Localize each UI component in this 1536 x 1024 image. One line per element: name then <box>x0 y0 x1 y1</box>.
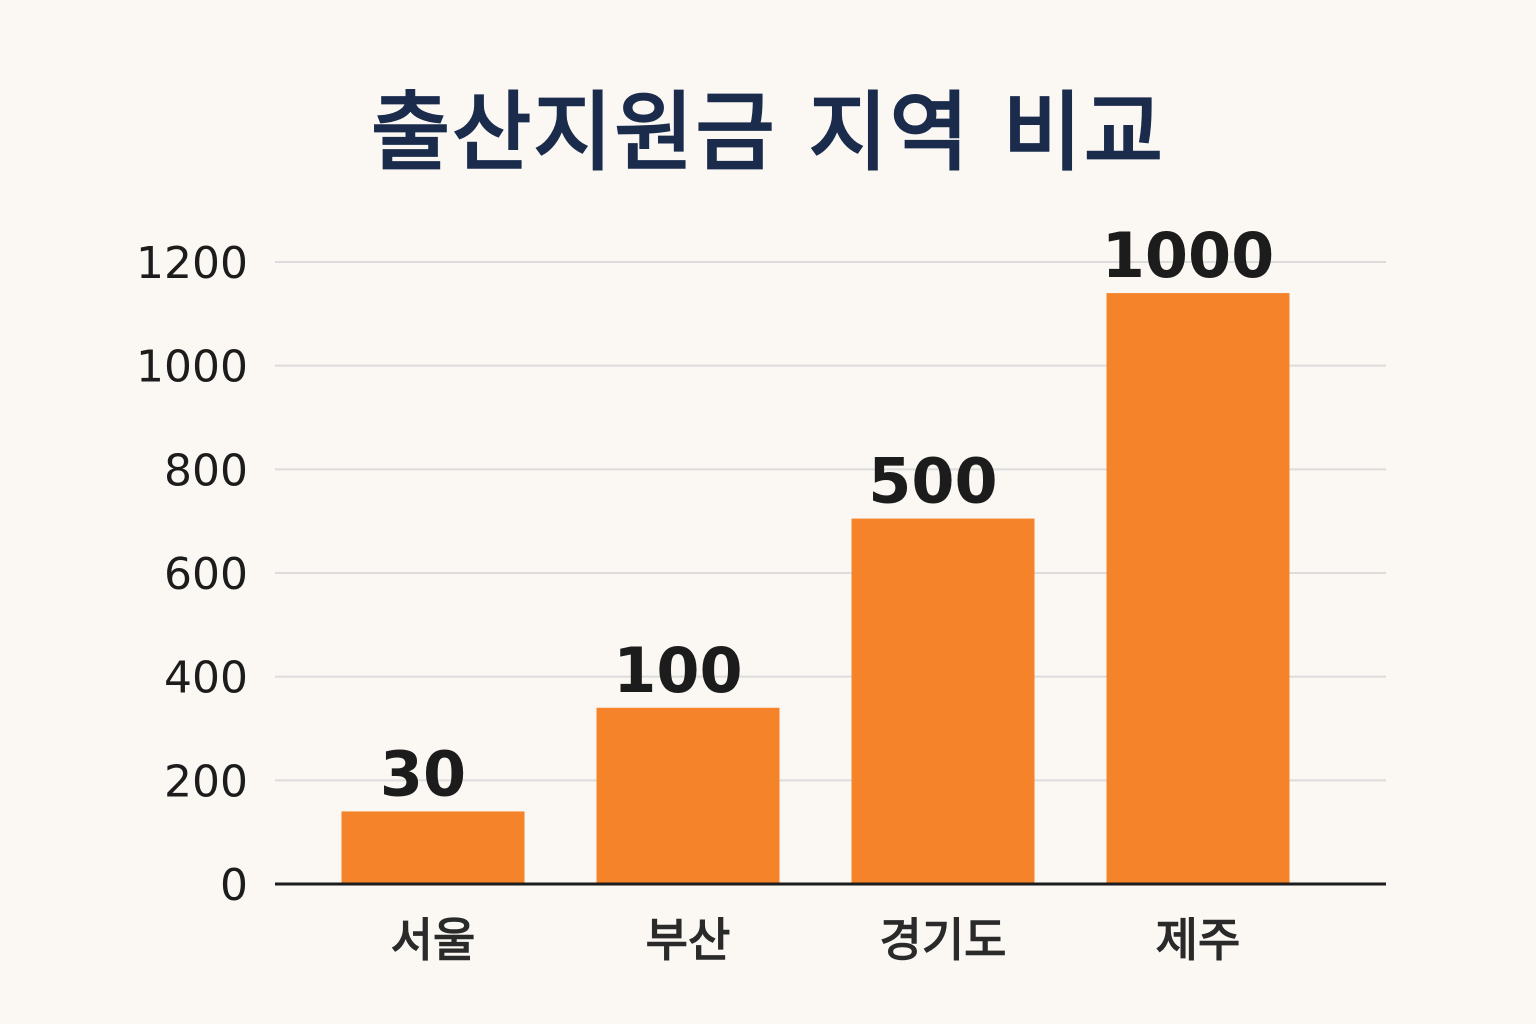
bar <box>851 518 1035 884</box>
x-axis-ticks: 서울 부산 경기도 제주 <box>391 913 1241 967</box>
y-tick-label: 1200 <box>136 238 248 289</box>
data-label: 500 <box>868 445 997 518</box>
x-tick-label: 경기도 <box>880 913 1007 967</box>
bars <box>341 293 1290 885</box>
bar <box>341 811 525 884</box>
y-tick-label: 0 <box>220 860 248 911</box>
bar <box>596 707 780 884</box>
data-label: 100 <box>613 634 742 707</box>
y-tick-label: 800 <box>164 445 248 496</box>
data-label: 30 <box>380 737 466 810</box>
chart-title: 출산지원금 지역 비교 <box>371 83 1165 183</box>
x-tick-label: 부산 <box>646 913 731 967</box>
y-axis-ticks: 0 200 400 600 800 1000 1200 <box>136 238 248 911</box>
y-tick-label: 400 <box>164 653 248 704</box>
y-tick-label: 1000 <box>136 342 248 393</box>
x-tick-label: 서울 <box>391 913 476 967</box>
y-tick-label: 600 <box>164 549 248 600</box>
data-labels: 30 100 500 1000 <box>380 219 1274 810</box>
bar <box>1106 293 1290 885</box>
data-label: 1000 <box>1102 219 1275 292</box>
gridlines <box>275 261 1386 782</box>
x-tick-label: 제주 <box>1156 913 1241 967</box>
y-tick-label: 200 <box>164 756 248 807</box>
